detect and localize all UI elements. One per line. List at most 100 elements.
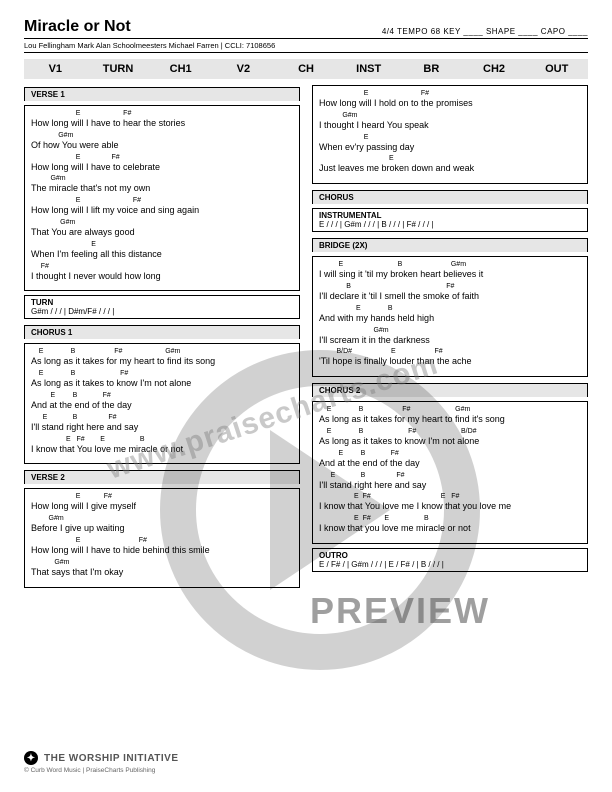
lyric-line: EWhen I'm feeling all this distance [31, 241, 293, 260]
outro-box: OUTRO E / F# / | G#m / / / | E / F# / | … [312, 548, 588, 572]
lyric-text: Just leaves me broken down and weak [319, 163, 581, 174]
nav-br: BR [400, 59, 463, 79]
nav-out: OUT [525, 59, 588, 79]
watermark-preview: PREVIEW [310, 590, 490, 632]
section-nav: V1 TURN CH1 V2 CH INST BR CH2 OUT [24, 59, 588, 79]
lyric-text: Before I give up waiting [31, 523, 293, 534]
lyric-line: E F#How long will I have to celebrate [31, 154, 293, 173]
chord-line: G#m [31, 132, 293, 140]
lyric-line: G#mBefore I give up waiting [31, 515, 293, 534]
chord-line: E B F# G#m [319, 406, 581, 414]
nav-inst: INST [337, 59, 400, 79]
turn-label: TURN [31, 298, 293, 307]
chorus2-label: CHORUS 2 [312, 383, 588, 397]
instrumental-box: INSTRUMENTAL E / / / | G#m / / / | B / /… [312, 208, 588, 232]
chord-line: E F# E B [31, 436, 293, 444]
lyric-line: B F#I'll declare it 'til I smell the smo… [319, 283, 581, 302]
chord-line: G#m [31, 175, 293, 183]
lyric-text: I'll stand right here and say [319, 480, 581, 491]
lyric-text: As long as it takes for my heart to find… [31, 356, 293, 367]
lyric-text: When I'm feeling all this distance [31, 249, 293, 260]
lyric-line: G#mThat says that I'm okay [31, 559, 293, 578]
credits: Lou Fellingham Mark Alan Schoolmeesters … [24, 41, 588, 53]
lyric-text: I'll stand right here and say [31, 422, 293, 433]
chord-line: E [31, 241, 293, 249]
verse2b-box: E F#How long will I hold on to the promi… [312, 85, 588, 184]
chord-line: E B F# G#m [31, 348, 293, 356]
chord-line: E B F# B/D# [319, 428, 581, 436]
lyric-line: G#mI'll scream it in the darkness [319, 327, 581, 346]
lyric-text: I know that You love me I know that you … [319, 501, 581, 512]
nav-ch: CH [275, 59, 338, 79]
lyric-text: And with my hands held high [319, 313, 581, 324]
nav-ch2: CH2 [463, 59, 526, 79]
chord-line: E B F# [31, 392, 293, 400]
footer-copyright: © Curb Word Music | PraiseCharts Publish… [24, 767, 588, 774]
lyric-line: E F# E F#I know that You love me I know … [319, 493, 581, 512]
lyric-text: 'Til hope is finally louder than the ach… [319, 356, 581, 367]
chord-line: E F# [319, 90, 581, 98]
lyric-text: How long will I have to hide behind this… [31, 545, 293, 556]
chord-line: G#m [319, 327, 581, 335]
nav-v1: V1 [24, 59, 87, 79]
brand-name: THE WORSHIP INITIATIVE [44, 753, 179, 764]
outro-seq: E / F# / | G#m / / / | E / F# / | B / / … [319, 560, 581, 569]
chord-line: E F# [31, 154, 293, 162]
lyric-text: And at the end of the day [31, 400, 293, 411]
lyric-text: As long as it takes to know I'm not alon… [319, 436, 581, 447]
lyric-text: The miracle that's not my own [31, 183, 293, 194]
lyric-text: I thought I heard You speak [319, 120, 581, 131]
turn-box: TURN G#m / / / | D#m/F# / / / | [24, 295, 300, 319]
brand-logo-icon: ✦ [24, 751, 38, 765]
lyric-line: E B F#And at the end of the day [319, 450, 581, 469]
header: Miracle or Not 4/4 TEMPO 68 KEY ____ SHA… [24, 18, 588, 39]
chord-line: E B F# [31, 414, 293, 422]
chord-line: G#m [31, 219, 293, 227]
lyric-text: I'll declare it 'til I smell the smoke o… [319, 291, 581, 302]
chord-line: G#m [31, 559, 293, 567]
chord-line: E B F# [319, 472, 581, 480]
chord-line: F# [31, 263, 293, 271]
chord-line: E [319, 155, 581, 163]
chord-line: E F# E F# [319, 493, 581, 501]
lyric-line: G#mThe miracle that's not my own [31, 175, 293, 194]
lyric-line: F#I thought I never would how long [31, 263, 293, 282]
chorus1-box: E B F# G#mAs long as it takes for my hea… [24, 343, 300, 464]
lyric-line: E F#How long will I have to hear the sto… [31, 110, 293, 129]
nav-ch1: CH1 [149, 59, 212, 79]
lyric-text: Of how You were able [31, 140, 293, 151]
lyric-text: I know that you love me miracle or not [319, 523, 581, 534]
chord-line: G#m [31, 515, 293, 523]
content-columns: VERSE 1 E F#How long will I have to hear… [24, 85, 588, 588]
lyric-line: G#mI thought I heard You speak [319, 112, 581, 131]
lyric-text: How long will I hold on to the promises [319, 98, 581, 109]
lyric-line: EWhen ev'ry passing day [319, 134, 581, 153]
lyric-text: I know that You love me miracle or not [31, 444, 293, 455]
lyric-line: E B F#I'll stand right here and say [319, 472, 581, 491]
left-column: VERSE 1 E F#How long will I have to hear… [24, 85, 300, 588]
right-column: E F#How long will I hold on to the promi… [312, 85, 588, 588]
lyric-line: E B F# G#mAs long as it takes for my hea… [31, 348, 293, 367]
chord-line: E F# E B [319, 515, 581, 523]
lyric-line: EJust leaves me broken down and weak [319, 155, 581, 174]
lyric-line: E F#How long will I hold on to the promi… [319, 90, 581, 109]
instrumental-label: INSTRUMENTAL [319, 211, 581, 220]
chord-line: B F# [319, 283, 581, 291]
footer-brand: ✦ THE WORSHIP INITIATIVE [24, 751, 588, 765]
footer: ✦ THE WORSHIP INITIATIVE © Curb Word Mus… [24, 751, 588, 774]
chord-line: E F# [31, 110, 293, 118]
lyric-line: B/D# E F#'Til hope is finally louder tha… [319, 348, 581, 367]
song-title: Miracle or Not [24, 18, 131, 36]
lyric-text: I thought I never would how long [31, 271, 293, 282]
bridge-label: BRIDGE (2X) [312, 238, 588, 252]
turn-seq: G#m / / / | D#m/F# / / / | [31, 307, 293, 316]
lyric-line: E B F# B/D#As long as it takes to know I… [319, 428, 581, 447]
lyric-text: That You are always good [31, 227, 293, 238]
chord-line: E F# [31, 537, 293, 545]
chorus2-box: E B F# G#mAs long as it takes for my hea… [312, 401, 588, 544]
chorus-label: CHORUS [312, 190, 588, 204]
bridge-box: E B G#mI will sing it 'til my broken hea… [312, 256, 588, 377]
lyric-line: E B G#mI will sing it 'til my broken hea… [319, 261, 581, 280]
lyric-line: E B F#As long as it takes to know I'm no… [31, 370, 293, 389]
lyric-line: E B F# G#mAs long as it takes for my hea… [319, 406, 581, 425]
